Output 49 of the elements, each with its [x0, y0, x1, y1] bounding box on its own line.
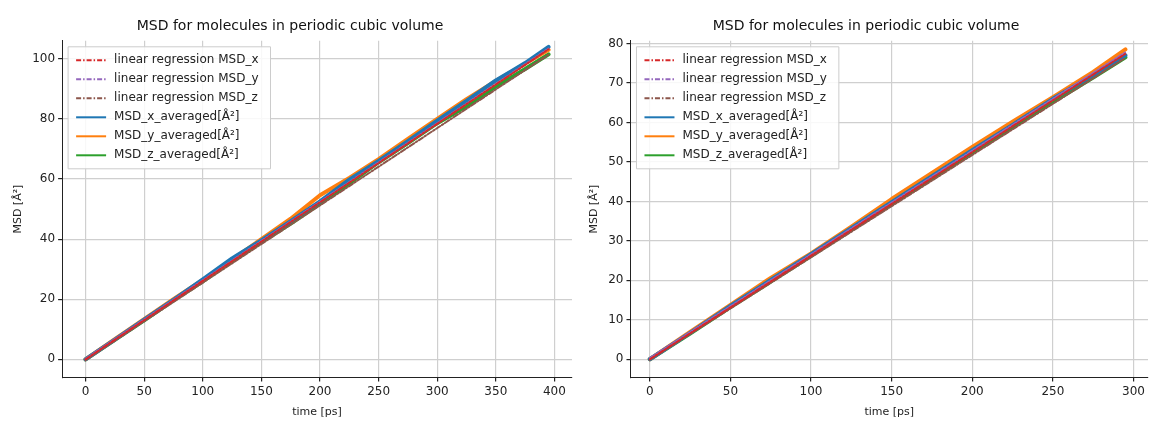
x-axis-title: time [ps]	[864, 405, 915, 419]
y-tick-label: 0	[47, 351, 56, 366]
x-tick-label: 300	[1122, 383, 1145, 398]
legend-label: linear regression MSD_x	[682, 52, 827, 67]
legend-label: linear regression MSD_x	[114, 52, 259, 67]
legend-label: linear regression MSD_z	[682, 90, 827, 105]
y-tick-label: 40	[608, 193, 624, 208]
x-tick-label: 0	[81, 383, 90, 398]
x-axis-title: time [ps]	[292, 405, 342, 419]
chart-title: MSD for molecules in periodic cubic volume	[136, 17, 444, 34]
x-tick-label: 200	[308, 383, 332, 398]
legend-label: linear regression MSD_z	[114, 90, 258, 105]
legend-label: MSD_y_averaged[Å²]	[682, 127, 808, 143]
y-tick-label: 10	[608, 311, 624, 326]
x-tick-label: 400	[542, 383, 566, 398]
y-tick-label: 60	[39, 171, 56, 186]
legend-label: MSD_x_averaged[Å²]	[682, 108, 808, 124]
x-tick-label: 50	[136, 383, 152, 398]
y-tick-label: 70	[608, 75, 624, 90]
y-tick-label: 30	[608, 232, 624, 247]
y-tick-label: 80	[608, 35, 624, 50]
x-tick-label: 150	[880, 383, 904, 398]
y-tick-label: 0	[615, 351, 624, 366]
legend-label: MSD_x_averaged[Å²]	[114, 108, 240, 124]
y-axis-title: MSD [Å²]	[587, 184, 601, 234]
legend-label: MSD_z_averaged[Å²]	[114, 146, 239, 162]
x-tick-label: 50	[722, 383, 739, 398]
x-tick-label: 0	[646, 383, 654, 398]
y-tick-label: 20	[608, 272, 624, 287]
x-tick-label: 100	[191, 383, 215, 398]
legend-label: linear regression MSD_y	[682, 71, 827, 86]
y-tick-label: 40	[39, 231, 56, 246]
chart-title: MSD for molecules in periodic cubic volume	[712, 17, 1020, 34]
x-tick-label: 250	[1041, 383, 1065, 398]
x-tick-label: 350	[484, 383, 508, 398]
y-axis-title: MSD [Å²]	[11, 184, 25, 234]
legend-label: MSD_y_averaged[Å²]	[114, 127, 240, 143]
x-tick-label: 300	[425, 383, 449, 398]
x-tick-label: 150	[249, 383, 273, 398]
y-tick-label: 60	[608, 114, 624, 129]
legend-label: MSD_z_averaged[Å²]	[682, 146, 808, 162]
x-tick-label: 100	[799, 383, 823, 398]
y-tick-label: 50	[608, 154, 624, 169]
x-tick-label: 200	[960, 383, 984, 398]
y-tick-label: 80	[39, 111, 56, 126]
x-tick-label: 250	[367, 383, 391, 398]
y-tick-label: 100	[32, 50, 56, 65]
y-tick-label: 20	[39, 291, 56, 306]
legend-label: linear regression MSD_y	[114, 71, 259, 86]
